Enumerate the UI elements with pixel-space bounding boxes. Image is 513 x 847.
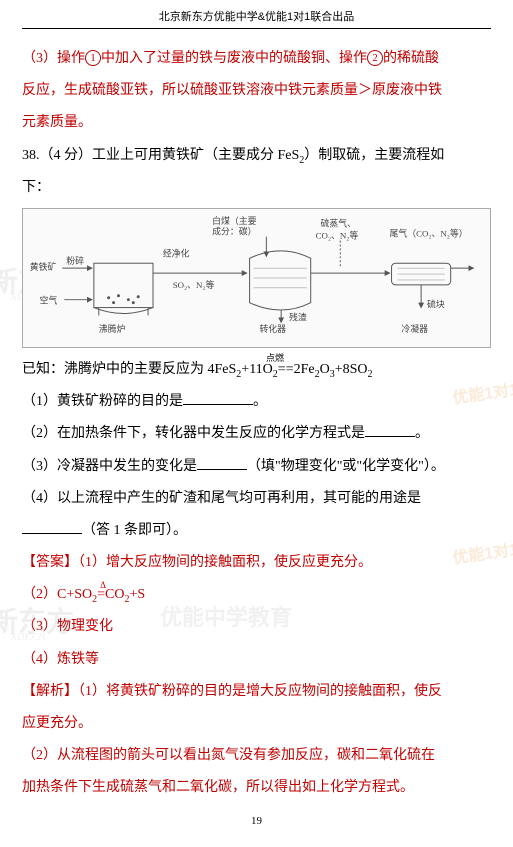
explain-label: 【解析】 bbox=[22, 684, 78, 699]
q38-stem: 38.（4 分）工业上可用黄铁矿（主要成分 FeS2）制取硫，主要流程如 bbox=[22, 140, 491, 172]
exp1b: 应更充分。 bbox=[22, 708, 491, 740]
text: （2）C+SO bbox=[22, 587, 92, 602]
ans2: （2）C+SO2Δ=CO2+S bbox=[22, 579, 491, 611]
label-baimei: 白煤（主要 bbox=[212, 215, 256, 226]
ans1: （1）增大反应物间的接触面积，使反应更充分。 bbox=[78, 555, 372, 570]
text: 。 bbox=[253, 394, 267, 409]
text: 中加入了过量的铁与废液中的硫酸铜、操作 bbox=[101, 51, 367, 66]
label-weiqi: 尾气（CO₂、N₂等） bbox=[390, 228, 468, 239]
label-so2n2: SO₂、N₂等 bbox=[173, 279, 215, 290]
page-container: 新东方 XDF.CN 优能1对1 新东方 XDF.CN 优能中学教育 优能1对1… bbox=[0, 0, 513, 847]
label-huangtiek: 黄铁矿 bbox=[30, 261, 57, 272]
exp2a: （2）从流程图的箭头可以看出氮气没有参加反应，碳和二氧化硫在 bbox=[22, 740, 491, 772]
sub-q4-a: （4）以上流程中产生的矿渣和尾气均可再利用，其可能的用途是 bbox=[22, 483, 491, 515]
text: （3）冷凝器中发生的变化是 bbox=[22, 459, 197, 474]
exp1a: （1）将黄铁矿粉碎的目的是增大反应物间的接触面积，使反 bbox=[78, 684, 442, 699]
ans3: （3）物理变化 bbox=[22, 611, 491, 643]
label-fensui: 粉碎 bbox=[66, 255, 84, 266]
answer-block: 【答案】（1）增大反应物间的接触面积，使反应更充分。 bbox=[22, 547, 491, 579]
answer-para-3-line2: 反应，生成硫酸亚铁，所以硫酸亚铁溶液中铁元素质量＞原废液中铁 bbox=[22, 75, 491, 107]
text: +11O bbox=[241, 362, 273, 377]
page-header: 北京新东方优能中学&优能1对1联合出品 bbox=[22, 8, 491, 29]
label-liukuai: 硫块 bbox=[427, 299, 445, 310]
circled-2: 2 bbox=[367, 50, 383, 66]
answer-para-3: （3）操作1中加入了过量的铁与废液中的硫酸铜、操作2的稀硫酸 bbox=[22, 43, 491, 75]
blank-2 bbox=[365, 423, 415, 437]
text: 的稀硫酸 bbox=[383, 51, 439, 66]
page-number: 19 bbox=[22, 815, 491, 827]
label-chengfen: 成分：碳） bbox=[212, 226, 256, 237]
text: （2）在加热条件下，转化器中发生反应的化学方程式是 bbox=[22, 426, 365, 441]
blank-1 bbox=[183, 391, 253, 405]
text: （3）操作 bbox=[22, 51, 85, 66]
text: +8SO bbox=[335, 362, 368, 377]
text: （1）黄铁矿粉碎的目的是 bbox=[22, 394, 183, 409]
label-zhuanhuaqi: 转化器 bbox=[259, 323, 286, 334]
text: +S bbox=[130, 587, 146, 602]
label-lengningqi: 冷凝器 bbox=[401, 323, 428, 334]
label-feitenglu: 沸腾炉 bbox=[99, 323, 126, 334]
text: ==2Fe bbox=[278, 362, 315, 377]
label-co2n2: CO₂、N₂等 bbox=[316, 230, 359, 241]
label-jingjinghua: 经净化 bbox=[163, 247, 190, 258]
answer-para-3-line3: 元素质量。 bbox=[22, 107, 491, 139]
text: ）制取硫，主要流程如 bbox=[304, 148, 444, 163]
known-line: 已知：沸腾炉中的主要反应为 4FeS2+11O2==2Fe2O3+8SO2 点燃 bbox=[22, 354, 491, 386]
blank-3 bbox=[197, 456, 247, 470]
label-liuzhengqi: 硫蒸气、 bbox=[321, 218, 356, 229]
delta: Δ bbox=[100, 575, 106, 596]
process-diagram: 沸腾炉 黄铁矿 粉碎 空气 经净化 SO₂、N₂等 白煤（主要 成分：碳） 转化… bbox=[22, 208, 491, 348]
blank-4 bbox=[22, 520, 82, 534]
text: 已知：沸腾炉中的主要反应为 4FeS bbox=[22, 362, 236, 377]
text: 38.（4 分）工业上可用黄铁矿（主要成分 FeS bbox=[22, 148, 299, 163]
text: （填"物理变化"或"化学变化"）。 bbox=[247, 459, 445, 474]
label-kongqi: 空气 bbox=[40, 295, 58, 306]
label-canzha: 残渣 bbox=[289, 311, 307, 322]
circled-1: 1 bbox=[85, 50, 101, 66]
sub-q1: （1）黄铁矿粉碎的目的是 。 bbox=[22, 386, 491, 418]
q38-stem-2: 下： bbox=[22, 172, 491, 204]
text: （答 1 条即可）。 bbox=[82, 523, 187, 538]
text: CO bbox=[105, 587, 124, 602]
sub-q3: （3）冷凝器中发生的变化是 （填"物理变化"或"化学变化"）。 bbox=[22, 451, 491, 483]
answer-label: 【答案】 bbox=[22, 555, 78, 570]
sub-q4-b: （答 1 条即可）。 bbox=[22, 515, 491, 547]
sub: 2 bbox=[368, 369, 373, 380]
ans4: （4）炼铁等 bbox=[22, 644, 491, 676]
explain-block: 【解析】（1）将黄铁矿粉碎的目的是增大反应物间的接触面积，使反 bbox=[22, 676, 491, 708]
exp2b: 加热条件下生成硫蒸气和二氧化碳，所以得出如上化学方程式。 bbox=[22, 772, 491, 804]
delta-cond: 点燃 bbox=[266, 353, 284, 363]
text: O bbox=[320, 362, 330, 377]
sub-q2: （2）在加热条件下，转化器中发生反应的化学方程式是 。 bbox=[22, 418, 491, 450]
text: 。 bbox=[415, 426, 429, 441]
